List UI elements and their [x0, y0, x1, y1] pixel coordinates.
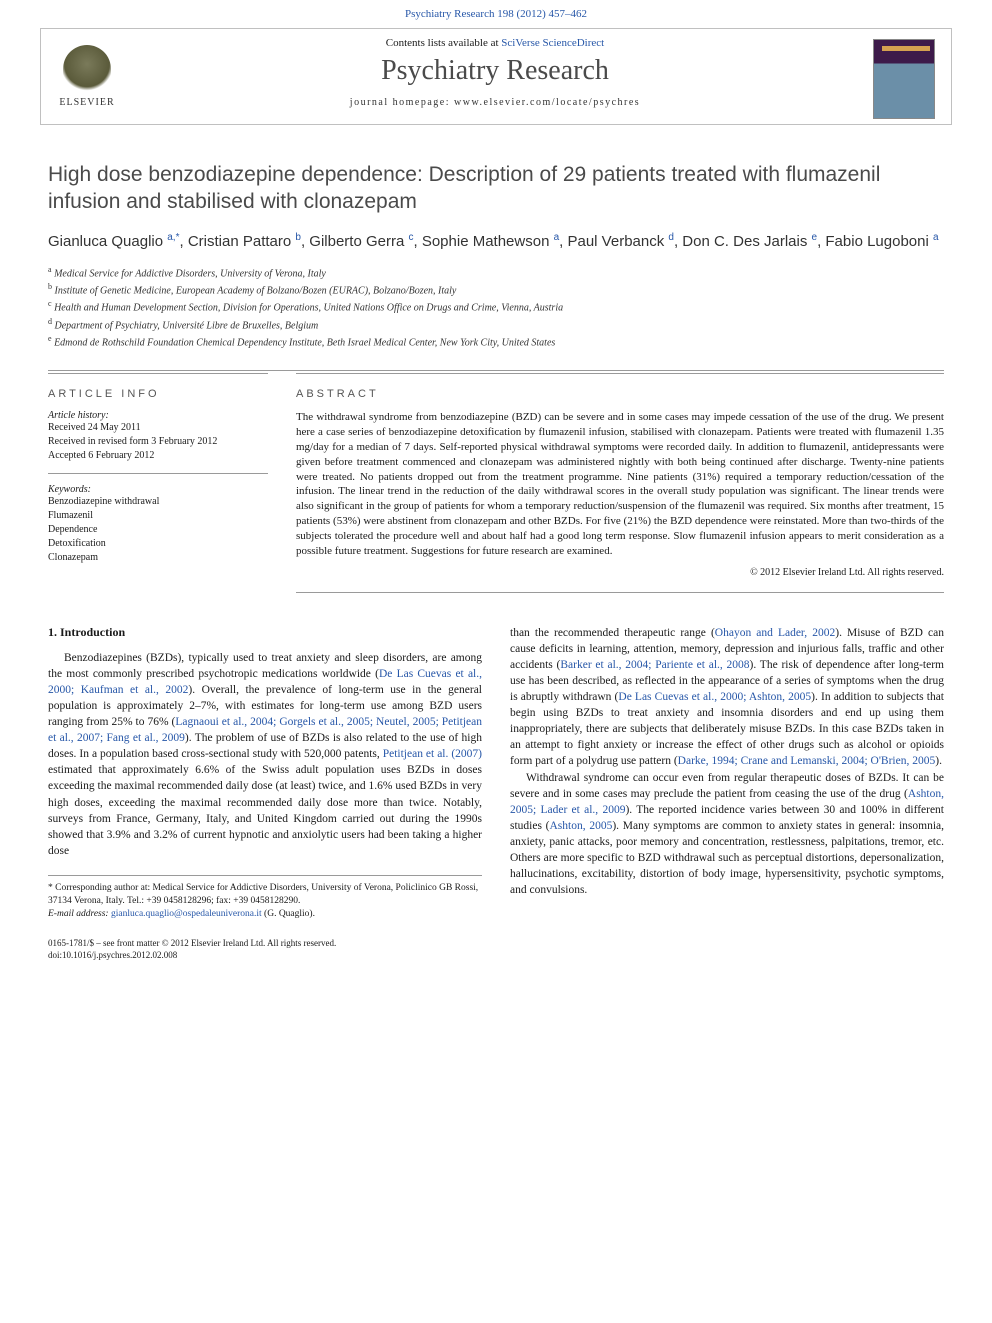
body-two-column: 1. Introduction Benzodiazepines (BZDs), … — [48, 593, 944, 921]
bottom-metadata: 0165-1781/$ – see front matter © 2012 El… — [0, 920, 992, 985]
journal-homepage: journal homepage: www.elsevier.com/locat… — [117, 97, 873, 120]
received-date: Received 24 May 2011 — [48, 421, 268, 435]
email-label: E-mail address: — [48, 909, 111, 919]
body-paragraph: Withdrawal syndrome can occur even from … — [510, 770, 944, 899]
corresponding-author-footnote: * Corresponding author at: Medical Servi… — [48, 875, 482, 920]
email-suffix: (G. Quaglio). — [262, 909, 315, 919]
abstract-column: ABSTRACT The withdrawal syndrome from be… — [296, 373, 944, 592]
article-info-sidebar: ARTICLE INFO Article history: Received 2… — [48, 373, 268, 592]
affiliation-item: c Health and Human Development Section, … — [48, 298, 944, 315]
copyright-line: © 2012 Elsevier Ireland Ltd. All rights … — [296, 559, 944, 578]
abstract-heading: ABSTRACT — [296, 388, 944, 410]
article-title: High dose benzodiazepine dependence: Des… — [48, 125, 944, 232]
right-column: than the recommended therapeutic range (… — [510, 625, 944, 921]
affiliation-item: a Medical Service for Addictive Disorder… — [48, 264, 944, 281]
doi-line: doi:10.1016/j.psychres.2012.02.008 — [48, 950, 944, 962]
accepted-date: Accepted 6 February 2012 — [48, 449, 268, 463]
history-label: Article history: — [48, 410, 268, 421]
elsevier-tree-icon — [63, 45, 111, 93]
author-list: Gianluca Quaglio a,*, Cristian Pattaro b… — [48, 232, 944, 264]
publisher-name: ELSEVIER — [59, 97, 114, 108]
article-info-heading: ARTICLE INFO — [48, 388, 268, 410]
keyword-item: Dependence — [48, 523, 268, 537]
corresponding-text: * Corresponding author at: Medical Servi… — [48, 882, 482, 908]
body-paragraph: than the recommended therapeutic range (… — [510, 625, 944, 770]
keywords-label: Keywords: — [48, 484, 268, 495]
affiliation-item: d Department of Psychiatry, Université L… — [48, 316, 944, 333]
section-heading-introduction: 1. Introduction — [48, 625, 482, 650]
body-paragraph: Benzodiazepines (BZDs), typically used t… — [48, 650, 482, 859]
abstract-text: The withdrawal syndrome from benzodiazep… — [296, 410, 944, 558]
affiliations: a Medical Service for Addictive Disorder… — [48, 264, 944, 371]
elsevier-logo: ELSEVIER — [57, 45, 117, 113]
journal-cover-thumbnail — [873, 39, 935, 119]
journal-title: Psychiatry Research — [117, 49, 873, 97]
left-column: 1. Introduction Benzodiazepines (BZDs), … — [48, 625, 482, 921]
keyword-item: Clonazepam — [48, 551, 268, 565]
top-citation-link[interactable]: Psychiatry Research 198 (2012) 457–462 — [0, 0, 992, 28]
contents-available-line: Contents lists available at SciVerse Sci… — [117, 37, 873, 49]
keyword-item: Flumazenil — [48, 509, 268, 523]
journal-header: ELSEVIER Contents lists available at Sci… — [40, 28, 952, 125]
sciencedirect-link[interactable]: SciVerse ScienceDirect — [501, 37, 604, 49]
email-link[interactable]: gianluca.quaglio@ospedaleuniverona.it — [111, 909, 262, 919]
front-matter-line: 0165-1781/$ – see front matter © 2012 El… — [48, 938, 944, 950]
keyword-item: Detoxification — [48, 537, 268, 551]
affiliation-item: e Edmond de Rothschild Foundation Chemic… — [48, 333, 944, 350]
keyword-item: Benzodiazepine withdrawal — [48, 495, 268, 509]
revised-date: Received in revised form 3 February 2012 — [48, 435, 268, 449]
affiliation-item: b Institute of Genetic Medicine, Europea… — [48, 281, 944, 298]
